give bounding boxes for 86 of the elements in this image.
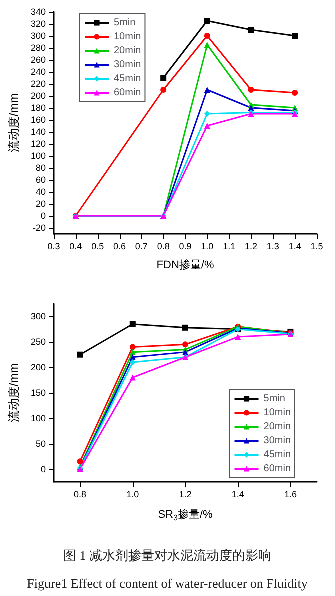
point bbox=[130, 354, 136, 360]
caption: 图 1 减水剂掺量对水泥流动度的影响 bbox=[64, 548, 272, 563]
point bbox=[292, 90, 298, 96]
point bbox=[204, 18, 210, 24]
point bbox=[204, 42, 210, 48]
y-tick-label: 140 bbox=[30, 127, 46, 137]
point bbox=[130, 374, 136, 381]
y-tick-label: 300 bbox=[30, 312, 46, 322]
y-tick-label: 80 bbox=[36, 163, 46, 173]
legend-label: 20min bbox=[264, 422, 292, 432]
y-tick-label: 340 bbox=[30, 7, 46, 17]
x-tick-label: 0.6 bbox=[113, 242, 126, 252]
x-tick-label: 1.3 bbox=[266, 242, 280, 252]
point bbox=[235, 334, 242, 340]
y-tick-label: 320 bbox=[30, 19, 46, 29]
y-tick-label: 60 bbox=[36, 175, 46, 185]
legend-label: 30min bbox=[114, 60, 142, 70]
legend-label: 45min bbox=[264, 450, 292, 460]
point bbox=[130, 344, 136, 350]
point bbox=[77, 352, 84, 358]
x-tick-label: 1.4 bbox=[232, 490, 244, 500]
y-tick-label: 250 bbox=[30, 337, 46, 348]
x-tick-label: 0.8 bbox=[157, 242, 170, 252]
y-tick-label: 40 bbox=[36, 187, 46, 197]
legend-label: 10min bbox=[114, 32, 142, 42]
y-tick-label: 280 bbox=[30, 43, 46, 53]
y-tick-label: 20 bbox=[36, 199, 46, 209]
y-tick-label: 300 bbox=[30, 31, 46, 41]
x-tick-label: 1.2 bbox=[244, 242, 258, 252]
y-tick-label: 180 bbox=[30, 103, 46, 113]
point bbox=[160, 87, 167, 93]
legend-label: 5min bbox=[114, 18, 136, 28]
legend-label: 45min bbox=[114, 74, 142, 84]
legend-label: 60min bbox=[114, 88, 142, 98]
y-axis-title: 流动度/mm bbox=[7, 93, 21, 153]
y-tick-label: 240 bbox=[30, 67, 46, 77]
y-tick-label: 50 bbox=[36, 438, 46, 449]
point bbox=[248, 27, 254, 33]
point bbox=[130, 321, 136, 328]
y-tick-label: 0 bbox=[40, 211, 46, 221]
y-axis-title: 流动度/mm bbox=[7, 363, 21, 423]
x-tick-label: 0.8 bbox=[74, 490, 87, 500]
y-tick-label: 220 bbox=[30, 79, 46, 89]
x-tick-label: 1.2 bbox=[179, 490, 192, 500]
y-tick-label: 200 bbox=[30, 91, 46, 101]
x-tick-label: 1.5 bbox=[310, 242, 324, 252]
point bbox=[204, 87, 210, 93]
legend-label: 30min bbox=[264, 436, 292, 446]
point bbox=[160, 75, 167, 81]
legend-label: 10min bbox=[264, 408, 292, 418]
y-tick-label: 260 bbox=[30, 55, 46, 65]
legend-label: 60min bbox=[264, 464, 292, 474]
point bbox=[204, 33, 210, 39]
y-tick-label: 150 bbox=[30, 388, 46, 398]
y-tick-label: 100 bbox=[30, 413, 46, 424]
point bbox=[182, 342, 188, 348]
point bbox=[130, 359, 136, 366]
point bbox=[182, 349, 188, 356]
y-tick-label: 160 bbox=[30, 115, 46, 125]
caption: Figure1 Effect of content of water-reducer on Fluidity bbox=[27, 576, 308, 591]
y-tick-label: -20 bbox=[32, 223, 46, 233]
x-tick-label: 0.5 bbox=[92, 242, 104, 252]
y-tick-label: 200 bbox=[30, 362, 46, 373]
point bbox=[292, 33, 298, 39]
point bbox=[182, 324, 188, 331]
x-tick-label: 1.4 bbox=[288, 242, 302, 252]
x-tick-label: 0.4 bbox=[70, 242, 82, 252]
point bbox=[204, 123, 210, 129]
x-tick-label: 0.3 bbox=[48, 242, 60, 252]
x-tick-label: 0.7 bbox=[135, 242, 148, 252]
point bbox=[130, 349, 136, 356]
x-tick-label: 0.9 bbox=[179, 242, 192, 252]
point bbox=[204, 111, 210, 117]
legend-label: 20min bbox=[114, 46, 142, 56]
x-tick-label: 1.1 bbox=[223, 242, 236, 252]
y-tick-label: 100 bbox=[30, 151, 46, 161]
y-tick-label: 0 bbox=[40, 464, 46, 474]
x-axis-title: FDN掺量/% bbox=[156, 258, 214, 272]
y-tick-label: 120 bbox=[30, 139, 46, 149]
point bbox=[77, 458, 84, 465]
x-tick-label: 1.6 bbox=[284, 490, 297, 500]
point bbox=[248, 87, 254, 93]
x-tick-label: 1.0 bbox=[201, 242, 214, 252]
point bbox=[248, 105, 254, 111]
x-tick-label: 1.0 bbox=[126, 490, 140, 500]
legend-label: 5min bbox=[264, 394, 286, 404]
